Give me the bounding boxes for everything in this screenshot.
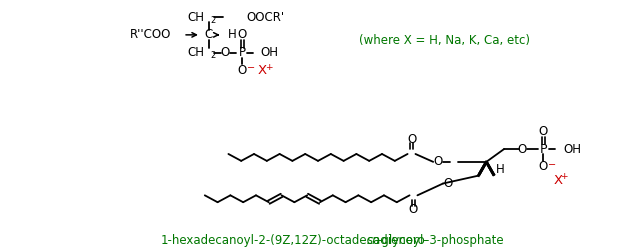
Text: H: H [495,163,504,176]
Text: CH: CH [188,46,205,59]
Text: OH: OH [563,142,581,156]
Text: 1-hexadecanoyl-2-(9Z,12Z)-octadecadienoyl-: 1-hexadecanoyl-2-(9Z,12Z)-octadecadienoy… [160,234,428,247]
Text: O: O [434,155,443,168]
Text: O: O [221,46,230,59]
Text: +: + [265,63,272,72]
Text: OH: OH [260,46,278,59]
Text: H: H [228,28,236,41]
Text: P: P [238,46,245,59]
Text: R''COO: R''COO [130,28,171,41]
Text: O: O [517,142,527,156]
Text: O: O [407,133,416,146]
Text: O: O [409,202,418,215]
Text: −: − [247,63,255,73]
Text: O: O [539,160,548,173]
Text: 2: 2 [211,16,216,24]
Text: OOCR': OOCR' [246,11,284,24]
Text: (where X = H, Na, K, Ca, etc): (where X = H, Na, K, Ca, etc) [359,34,530,47]
Text: P: P [540,142,547,156]
Text: sn: sn [367,234,381,247]
Text: O: O [238,28,247,41]
Text: C: C [205,28,213,41]
Text: X: X [258,64,267,77]
Text: +: + [560,172,568,181]
Text: CH: CH [188,11,205,24]
Text: O: O [238,64,247,77]
Text: O: O [539,125,548,138]
Text: X: X [553,174,562,187]
Text: 2: 2 [211,51,216,60]
Text: -glycero-3-phosphate: -glycero-3-phosphate [377,234,504,247]
Text: −: − [548,160,556,170]
Text: O: O [443,177,453,190]
